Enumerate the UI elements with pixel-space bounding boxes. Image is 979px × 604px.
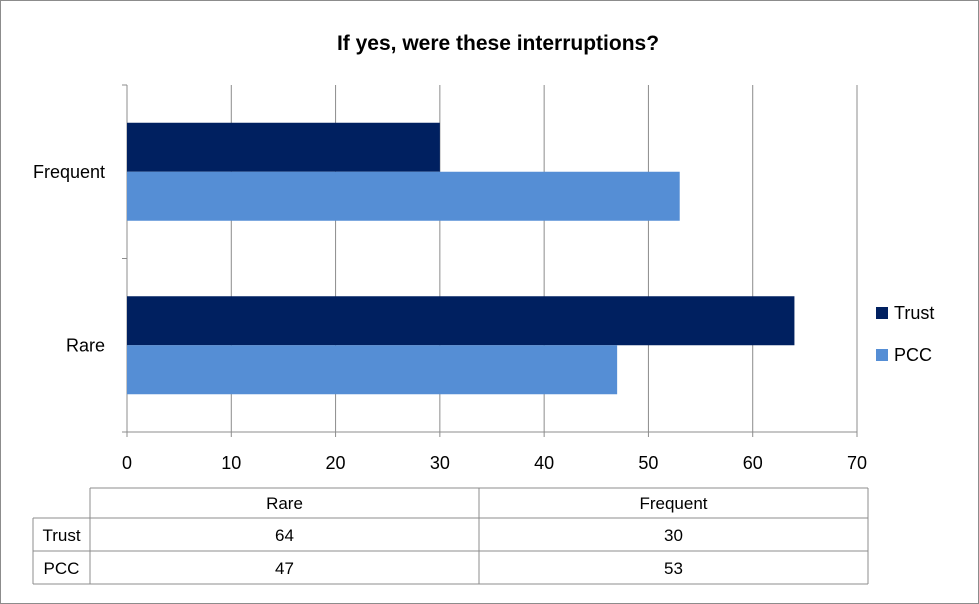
x-tick-label: 40 <box>534 453 554 473</box>
bar-pcc-frequent <box>127 171 680 221</box>
table-row-label: PCC <box>44 559 80 578</box>
x-tick-label: 50 <box>638 453 658 473</box>
bar-trust-frequent <box>127 122 440 172</box>
table-cell: 53 <box>664 559 683 578</box>
x-tick-label: 0 <box>122 453 132 473</box>
table-cell: 47 <box>275 559 294 578</box>
table-row-label: Trust <box>42 526 80 545</box>
x-tick-label: 20 <box>326 453 346 473</box>
x-tick-label: 70 <box>847 453 867 473</box>
table-cell: 64 <box>275 526 294 545</box>
legend: Trust PCC <box>876 303 934 365</box>
x-tick-label: 30 <box>430 453 450 473</box>
x-tick-label: 60 <box>743 453 763 473</box>
legend-label-trust: Trust <box>894 303 934 323</box>
category-label: Rare <box>66 335 105 355</box>
legend-swatch-trust <box>876 307 888 319</box>
table-header: Rare <box>266 494 303 513</box>
category-labels: Frequent Rare <box>33 162 105 356</box>
category-label: Frequent <box>33 162 105 182</box>
table-header: Frequent <box>639 494 707 513</box>
legend-swatch-pcc <box>876 349 888 361</box>
x-tick-labels: 0 10 20 30 40 50 60 70 <box>122 453 867 473</box>
x-tick-label: 10 <box>221 453 241 473</box>
bar-trust-rare <box>127 296 795 346</box>
bar-pcc-rare <box>127 345 618 395</box>
table-cell: 30 <box>664 526 683 545</box>
chart-title: If yes, were these interruptions? <box>337 32 659 55</box>
legend-label-pcc: PCC <box>894 345 932 365</box>
bars <box>127 122 795 395</box>
data-table: Rare Frequent Trust 64 30 PCC 47 53 <box>32 487 869 585</box>
